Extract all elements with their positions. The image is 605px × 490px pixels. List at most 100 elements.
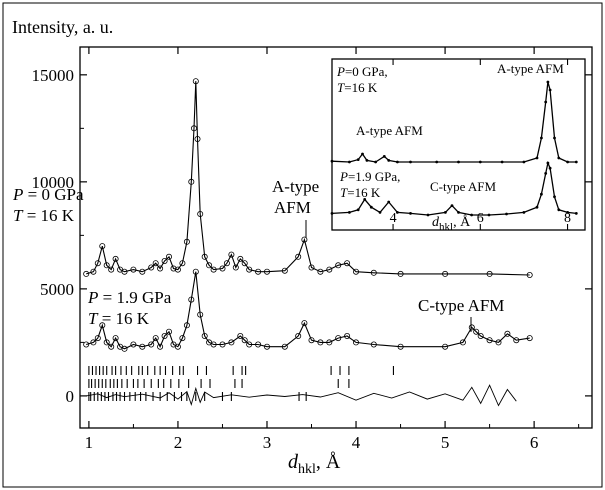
inset-data-point [356,158,360,162]
data-point [190,125,197,132]
data-point [157,343,164,350]
data-point [148,341,155,348]
data-point [486,337,493,344]
annot-p0-pressure: P = 0 GPa [12,185,84,204]
data-point [148,264,155,271]
inset-data-point [330,212,334,215]
data-point [308,337,315,344]
data-point [183,322,190,329]
data-point [263,268,270,275]
data-point [206,262,213,269]
data-point [370,341,377,348]
x-tick-label: 2 [174,433,183,452]
data-point [477,332,484,339]
data-point [197,311,204,318]
y-tick-label: 5000 [40,280,74,299]
data-point [194,135,201,142]
inset-data-point [382,155,386,158]
inset-data-point [457,160,460,164]
data-point [344,332,351,339]
inset-data-point [396,211,399,214]
data-point [179,260,186,267]
inset: 4 6 8 P=0 GPa, T=16 K A-type AFM A-type AF… [330,58,586,233]
inset-x-tick-label: 8 [564,211,571,226]
data-point [246,266,253,273]
inset-p0-temperature: T=16 K [337,80,378,95]
inset-c-type-afm: C-type AFM [430,179,497,194]
data-point [442,343,449,350]
data-point [188,296,195,303]
data-point [308,264,315,271]
data-point [188,178,195,185]
data-point [281,267,288,274]
inset-frame [331,58,586,231]
inset-data-point [374,160,377,164]
inset-data-point [435,160,439,164]
inset-data-point [396,160,399,164]
x-axis-label: dhkl, Å [288,451,341,477]
inset-data-point [409,160,412,164]
data-point [90,339,97,346]
inset-data-point [574,212,578,215]
inset-data-point [566,160,569,164]
data-point [255,268,262,275]
data-point [442,270,449,277]
inset-data-point [457,211,460,214]
inset-data-point [378,211,382,214]
data-point [94,260,101,267]
inset-data-point [450,204,454,208]
data-point [130,341,137,348]
annot-p19-temperature: T = 16 K [88,309,150,328]
inset-data-point [500,160,504,164]
data-point [468,324,475,331]
annot-a-type-1: A-type [272,177,319,196]
y-tick-label: 15000 [32,66,75,85]
inset-data-point [522,160,526,164]
main-series-group [83,78,533,407]
data-point [99,243,106,250]
data-point [241,260,248,267]
data-point [197,210,204,217]
inset-data-point [544,172,548,175]
data-point [121,345,128,352]
inset-data-point [557,208,561,212]
data-point [526,271,533,278]
x-tick-label: 1 [85,433,94,452]
data-point [94,335,101,342]
data-point [326,266,333,273]
inset-a-type-afm-2: A-type AFM [497,61,564,76]
data-point [397,343,404,350]
x-axis-ticks: 1 2 3 4 5 6 [85,47,580,452]
data-point [161,257,168,264]
inset-data-point [535,205,539,209]
data-point [473,328,480,335]
data-point [223,260,230,267]
inset-data-point [548,88,552,92]
inset-data-point [548,166,552,170]
data-point [192,78,199,85]
data-point [228,339,235,346]
data-point [326,339,333,346]
data-point [99,322,106,329]
y-tick-label: 0 [66,387,75,406]
inset-data-point [470,213,473,217]
series-line-2 [86,384,517,407]
data-point [295,253,302,260]
data-point [130,266,137,273]
inset-data-point [348,160,351,164]
inset-data-point [426,213,430,217]
inset-data-point [330,159,334,163]
data-point [210,341,217,348]
data-point [103,339,110,346]
inset-data-point [487,213,491,217]
inset-x-tick-label: 6 [477,211,484,226]
data-point [352,268,359,275]
x-tick-label: 5 [441,433,450,452]
x-tick-label: 6 [530,433,539,452]
inset-data-point [365,159,369,162]
data-point [317,268,324,275]
data-point [219,341,226,348]
inset-data-point [566,211,569,214]
y-axis-ticks: 0 5000 10000 15000 [32,66,592,406]
inset-x-tick-label: 4 [390,211,397,226]
